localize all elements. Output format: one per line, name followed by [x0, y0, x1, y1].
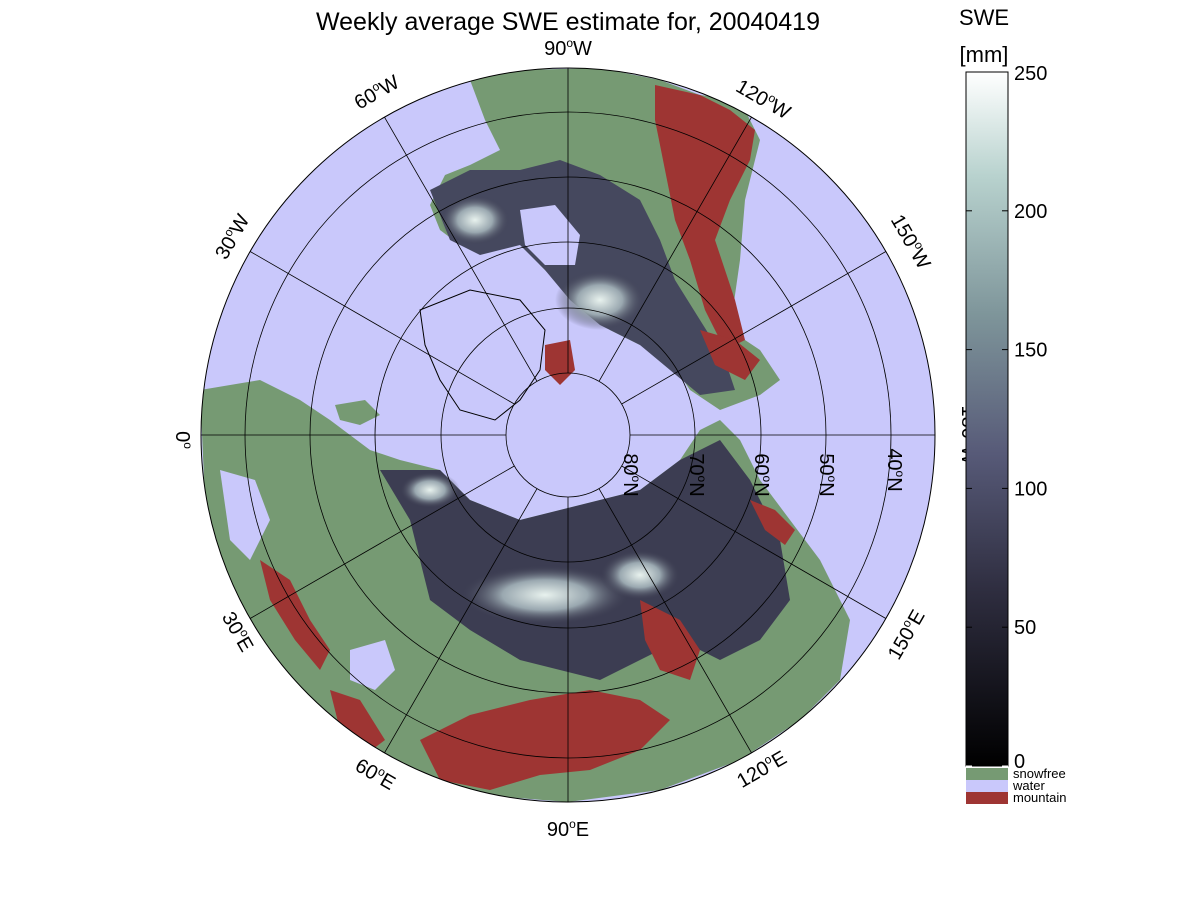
landmass-greenland [419, 289, 546, 421]
colorbar: SWE [mm] 0 50 100 150 200 250 [959, 5, 1047, 773]
snow-peak-hudson-west [440, 195, 510, 245]
landmass-iceland [335, 400, 380, 425]
mountain-alaska [700, 330, 760, 380]
mountain-kamchatka [750, 500, 795, 545]
landmass-svalbard [545, 340, 575, 385]
legend-swatch-mountain [966, 792, 1008, 804]
meridian-line [249, 465, 515, 619]
legend-label-snowfree: snowfree [1013, 766, 1066, 781]
colorbar-tick-label: 150 [1014, 340, 1047, 362]
colorbar-label-line1: SWE [959, 5, 1009, 30]
hudson-bay [520, 205, 580, 265]
map-title: Weekly average SWE estimate for, 2004041… [316, 8, 820, 36]
snow-peak-canada [555, 270, 645, 330]
meridian-line [598, 488, 752, 754]
legend-label-water: water [1012, 778, 1045, 793]
legend-swatch-water [966, 780, 1008, 792]
snow-peak-scandinavia [400, 472, 460, 508]
colorbar-ticks: 0 50 100 150 200 250 [966, 63, 1047, 773]
mountain-alps [260, 560, 330, 670]
lon-label-150e: 150oE [882, 605, 929, 663]
mountain-himalaya [420, 690, 670, 790]
baltic-sea [220, 470, 270, 560]
polar-map [201, 68, 935, 802]
longitude-grid [201, 68, 935, 802]
legend-label-mountain: mountain [1013, 790, 1066, 805]
colorbar-tick-label: 0 [1014, 751, 1025, 773]
meridian-line [384, 116, 538, 382]
colorbar-gradient [965, 71, 1009, 767]
mountain-east-asia [640, 600, 700, 680]
colorbar-tick-label: 100 [1014, 478, 1047, 500]
snow-eurasia [380, 440, 790, 680]
snow-peak-east-siberia [600, 550, 680, 600]
meridian-line [249, 251, 515, 405]
mountain-rockies [655, 85, 755, 350]
colorbar-tick-label: 200 [1014, 201, 1047, 223]
lon-label-90e: 90oE [547, 817, 589, 841]
lon-label-0: 0o [171, 431, 195, 449]
meridian-line [598, 116, 752, 382]
lon-label-60w: 60oW [350, 70, 404, 115]
snow-peak-siberia [460, 565, 630, 625]
mountain-iran [330, 690, 385, 755]
black-caspian-area [350, 640, 395, 690]
meridian-line [384, 488, 538, 754]
lon-label-90w: 90oW [544, 36, 592, 60]
lat-label-70n: 70oN [685, 453, 709, 496]
lat-label-60n: 60oN [750, 453, 774, 496]
lat-label-50n: 50oN [815, 453, 839, 496]
colorbar-label-line2: [mm] [960, 42, 1009, 67]
latitude-labels: 80oN 70oN 60oN 50oN 40oN [619, 448, 907, 496]
meridian-line [621, 465, 887, 619]
colorbar-tick-label: 250 [1014, 63, 1047, 85]
legend-swatch-snowfree [966, 768, 1008, 780]
lon-label-60e: 60oE [351, 753, 400, 795]
map-border [200, 67, 936, 803]
lat-label-40n: 40oN [883, 448, 907, 491]
meridian-line [621, 251, 887, 405]
lat-label-80n: 80oN [619, 453, 643, 496]
lon-label-150w: 150oW [886, 210, 936, 273]
colorbar-tick-label: 50 [1014, 617, 1036, 639]
